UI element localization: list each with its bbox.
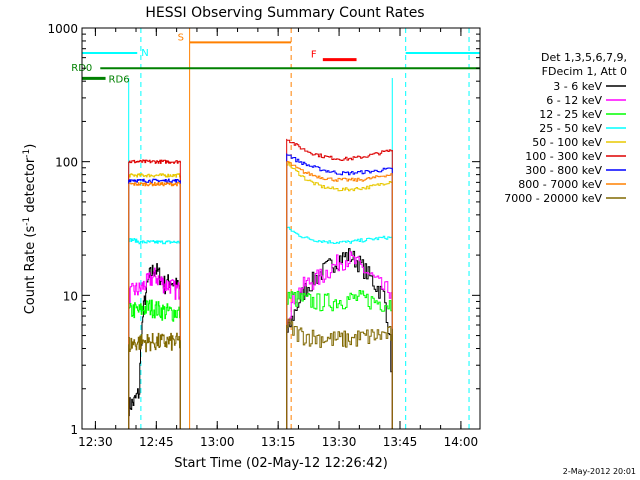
series-7000-20000-kev [128, 318, 393, 429]
legend-label: 12 - 25 keV [539, 108, 602, 121]
series-group [128, 138, 393, 429]
series-line [128, 267, 181, 305]
series-line [286, 251, 393, 325]
series-line [286, 162, 393, 192]
y-axis-label: Count Rate (s-1 detector-1) [22, 144, 38, 315]
legend-label: 25 - 50 keV [539, 122, 602, 135]
chart-title: HESSI Observing Summary Count Rates [145, 5, 424, 21]
y-tick-label: 1 [70, 423, 78, 437]
x-tick-label: 13:45 [383, 435, 418, 449]
legend-label: 6 - 12 keV [546, 94, 602, 107]
y-axis-label-part2: detector [23, 157, 38, 217]
annotation-label-n: N [141, 48, 148, 59]
y-axis: 1 10 100 1000 [47, 22, 480, 437]
annotation-label-rd6: RD6 [109, 74, 130, 85]
series-line [128, 238, 181, 245]
x-axis: 12:30 12:45 13:00 13:15 13:30 13:45 14:00 [78, 28, 478, 449]
x-axis-label: Start Time (02-May-12 12:26:42) [174, 456, 388, 471]
series-line [286, 161, 393, 182]
series-line [128, 173, 181, 178]
y-tick-label: 100 [55, 156, 78, 170]
series-line [128, 332, 181, 353]
legend-label: 800 - 7000 keV [518, 178, 602, 191]
series-line [286, 154, 393, 176]
y-axis-label-sup1: -1 [22, 217, 32, 226]
y-axis-label-part3: ) [23, 144, 38, 149]
series-line [128, 181, 181, 187]
x-tick-label: 12:45 [139, 435, 174, 449]
legend-header-1: Det 1,3,5,6,7,9, [541, 51, 627, 64]
legend-label: 300 - 800 keV [525, 164, 602, 177]
series-line [286, 139, 393, 161]
x-tick-label: 13:30 [322, 435, 357, 449]
series-line [128, 299, 181, 322]
x-tick-label: 12:30 [78, 435, 113, 449]
x-tick-label: 14:00 [444, 435, 479, 449]
series-line [128, 178, 181, 183]
series-line [286, 318, 393, 348]
legend-label: 50 - 100 keV [532, 136, 602, 149]
series-line [286, 290, 393, 313]
plot-frame [81, 27, 481, 430]
x-tick-label: 13:00 [200, 435, 235, 449]
y-axis-label-part1: Count Rate (s [23, 226, 38, 315]
series-line [128, 159, 181, 164]
y-tick-label: 1000 [47, 22, 78, 36]
series-line [286, 248, 393, 399]
y-axis-label-sup2: -1 [22, 149, 32, 158]
annotation-label-f: F [311, 50, 317, 61]
y-tick-label: 10 [63, 289, 78, 303]
legend-label: 3 - 6 keV [553, 80, 602, 93]
legend-header-2: FDecim 1, Att 0 [542, 65, 627, 78]
annotation-label-s: S [178, 32, 184, 43]
x-tick-label: 13:15 [261, 435, 296, 449]
footer-timestamp: 2-May-2012 20:01 [563, 467, 636, 476]
legend: Det 1,3,5,6,7,9, FDecim 1, Att 0 3 - 6 k… [504, 51, 627, 205]
series-line [286, 226, 393, 244]
legend-label: 100 - 300 keV [525, 150, 602, 163]
legend-label: 7000 - 20000 keV [504, 192, 602, 205]
